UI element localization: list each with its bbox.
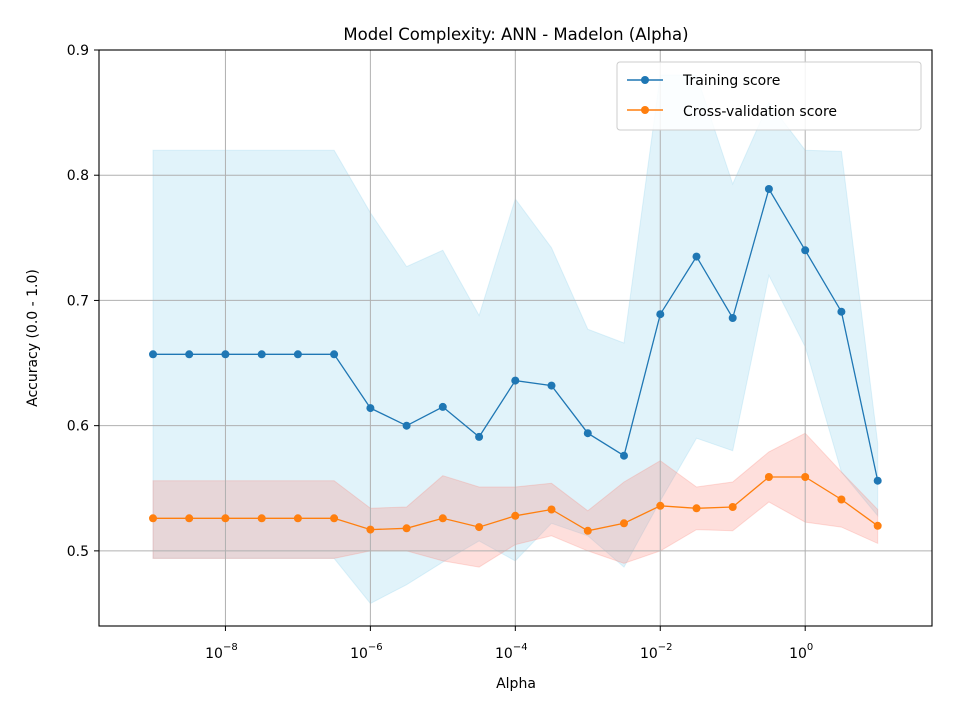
- series-markers: [149, 185, 882, 535]
- data-point-series-1: [547, 505, 556, 514]
- data-point-series-1: [583, 526, 592, 535]
- data-point-series-1: [764, 473, 773, 481]
- data-point-series-1: [366, 525, 375, 534]
- data-point-series-0: [402, 421, 411, 430]
- data-point-series-1: [656, 501, 665, 510]
- legend: Training score Cross-validation score: [616, 61, 922, 131]
- y-axis-label: Accuracy (0.0 - 1.0): [25, 269, 41, 407]
- data-point-series-1: [511, 511, 520, 520]
- data-point-series-1: [692, 504, 701, 513]
- data-point-series-0: [185, 350, 194, 359]
- data-point-series-0: [438, 402, 447, 411]
- data-point-series-0: [692, 252, 701, 261]
- data-point-series-0: [873, 476, 882, 485]
- data-point-series-0: [149, 350, 157, 359]
- data-point-series-1: [221, 514, 230, 523]
- legend-swatch-training-marker: [641, 76, 649, 84]
- x-axis-ticks: 10−8 10−6 10−4 10−2 100: [205, 626, 813, 662]
- data-point-series-1: [873, 521, 882, 530]
- data-point-series-1: [402, 524, 411, 533]
- data-point-series-1: [185, 514, 194, 523]
- data-point-series-1: [257, 514, 266, 523]
- data-point-series-1: [149, 514, 157, 523]
- data-point-series-0: [620, 451, 628, 460]
- legend-swatch-cv-marker: [641, 106, 649, 114]
- data-point-series-1: [475, 523, 484, 532]
- y-axis-ticks: 0.5 0.6 0.7 0.8 0.9: [67, 43, 99, 560]
- data-point-series-0: [656, 310, 665, 319]
- data-point-series-0: [728, 314, 737, 322]
- data-point-series-0: [366, 404, 375, 413]
- data-point-series-1: [801, 473, 810, 481]
- y-tick-label: 0.9: [67, 43, 89, 59]
- y-tick-label: 0.7: [67, 293, 89, 309]
- legend-label-cv: Cross-validation score: [683, 104, 837, 120]
- data-point-series-1: [837, 495, 846, 504]
- data-point-series-0: [511, 376, 520, 385]
- data-point-series-0: [547, 381, 556, 390]
- data-point-series-1: [330, 514, 339, 523]
- data-point-series-1: [620, 519, 628, 528]
- data-point-series-1: [293, 514, 302, 523]
- data-point-series-0: [293, 350, 302, 359]
- chart-title: Model Complexity: ANN - Madelon (Alpha): [343, 25, 688, 44]
- data-point-series-0: [475, 432, 484, 441]
- data-point-series-0: [583, 429, 592, 438]
- data-point-series-1: [728, 503, 737, 511]
- x-axis-label: Alpha: [496, 676, 536, 692]
- data-point-series-0: [330, 350, 339, 359]
- data-point-series-0: [221, 350, 230, 359]
- y-tick-label: 0.5: [67, 544, 89, 560]
- data-point-series-0: [764, 185, 773, 193]
- data-point-series-0: [801, 246, 810, 255]
- legend-box: [616, 61, 922, 131]
- data-point-series-0: [257, 350, 266, 359]
- y-tick-label: 0.6: [67, 419, 89, 435]
- grid-lines: [99, 49, 932, 626]
- legend-label-training: Training score: [682, 73, 780, 89]
- data-point-series-0: [837, 307, 846, 316]
- data-point-series-1: [438, 514, 447, 523]
- y-tick-label: 0.8: [67, 168, 89, 184]
